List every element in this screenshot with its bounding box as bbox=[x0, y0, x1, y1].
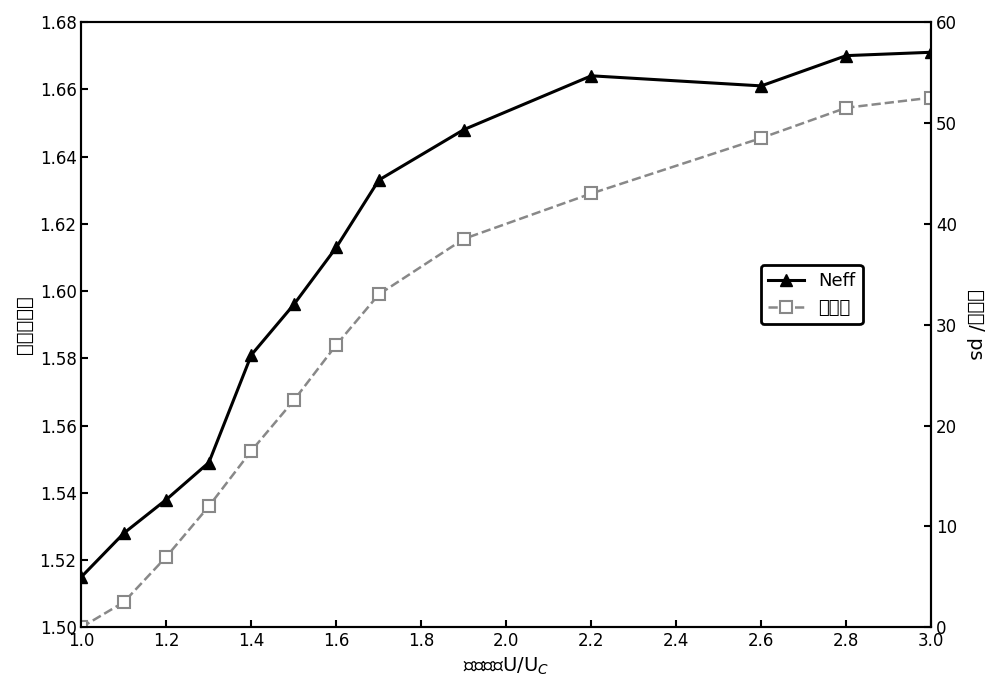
时延量 bbox=[75, 623, 87, 631]
Y-axis label: 有效折射率: 有效折射率 bbox=[15, 295, 34, 354]
Neff bbox=[330, 243, 342, 251]
Y-axis label: 时延量/ ps: 时延量/ ps bbox=[966, 289, 985, 360]
Neff bbox=[755, 82, 767, 90]
时延量 bbox=[840, 104, 852, 112]
Neff bbox=[245, 351, 257, 359]
时延量 bbox=[330, 340, 342, 349]
X-axis label: 相对电压U/U$_C$: 相对电压U/U$_C$ bbox=[463, 656, 549, 677]
Neff bbox=[585, 72, 597, 80]
Neff bbox=[118, 529, 130, 537]
时延量 bbox=[925, 93, 937, 102]
Legend: Neff, 时延量: Neff, 时延量 bbox=[761, 264, 863, 324]
Neff bbox=[373, 176, 385, 184]
时延量 bbox=[160, 552, 172, 561]
时延量 bbox=[458, 235, 470, 243]
Neff bbox=[458, 125, 470, 134]
Line: 时延量: 时延量 bbox=[76, 92, 937, 633]
时延量 bbox=[288, 396, 300, 404]
Neff bbox=[203, 458, 215, 466]
Line: Neff: Neff bbox=[75, 46, 937, 583]
时延量 bbox=[755, 134, 767, 142]
Neff bbox=[925, 48, 937, 57]
Neff bbox=[160, 495, 172, 504]
时延量 bbox=[373, 290, 385, 298]
时延量 bbox=[585, 190, 597, 198]
时延量 bbox=[118, 598, 130, 606]
Neff bbox=[840, 51, 852, 60]
Neff bbox=[288, 300, 300, 309]
时延量 bbox=[203, 502, 215, 511]
时延量 bbox=[245, 446, 257, 455]
Neff bbox=[75, 573, 87, 581]
